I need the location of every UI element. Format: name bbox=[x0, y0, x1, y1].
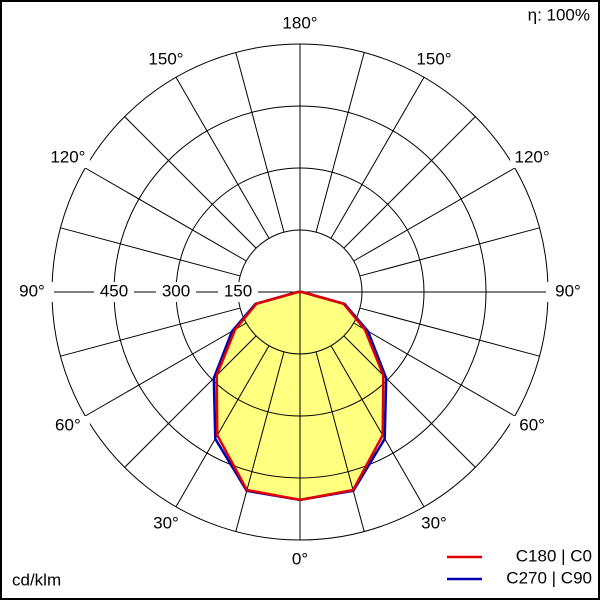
efficiency: η: 100% bbox=[528, 5, 590, 24]
legend-label: C180 | C0 bbox=[516, 546, 592, 565]
spoke bbox=[359, 307, 540, 357]
spoke bbox=[175, 76, 270, 239]
unit-label: cd/klm bbox=[12, 570, 61, 589]
spoke bbox=[124, 335, 257, 468]
angle-label: 120° bbox=[50, 147, 85, 166]
spoke bbox=[315, 351, 365, 532]
spoke bbox=[330, 76, 425, 239]
r-tick-label: 150 bbox=[224, 281, 252, 300]
angle-label-bg bbox=[278, 550, 322, 570]
spoke bbox=[359, 227, 540, 277]
r-tick-label: 300 bbox=[162, 281, 190, 300]
spoke bbox=[343, 335, 476, 468]
angle-label: 30° bbox=[153, 514, 179, 533]
tick-label-bg bbox=[94, 282, 134, 302]
r-tick-label: 450 bbox=[100, 281, 128, 300]
angle-label-bg bbox=[278, 14, 322, 34]
spoke bbox=[330, 345, 425, 508]
legend-label: C270 | C90 bbox=[506, 568, 592, 587]
spoke bbox=[60, 227, 241, 277]
angle-label-bg bbox=[510, 416, 555, 436]
spoke bbox=[60, 307, 241, 357]
angle-label-bg bbox=[546, 282, 590, 302]
series-line bbox=[299, 290, 385, 502]
angle-label-bg bbox=[412, 49, 456, 70]
tick-label-bg bbox=[218, 282, 258, 302]
angle-label-bg bbox=[10, 282, 54, 302]
area bbox=[300, 292, 384, 500]
angle-label-bg bbox=[510, 148, 555, 168]
spoke bbox=[84, 167, 247, 262]
spoke bbox=[175, 345, 270, 508]
angle-label: 60° bbox=[55, 415, 81, 434]
spoke bbox=[235, 351, 285, 532]
spoke bbox=[343, 116, 476, 249]
area bbox=[216, 292, 300, 500]
spoke bbox=[353, 167, 516, 262]
angle-label-bg bbox=[45, 416, 90, 436]
angle-label: 30° bbox=[421, 514, 447, 533]
spoke bbox=[353, 322, 516, 417]
angle-label-bg bbox=[144, 49, 188, 70]
angle-label: 180° bbox=[282, 13, 317, 32]
tick-label-bg bbox=[156, 282, 196, 302]
spoke bbox=[235, 52, 285, 233]
angle-label: 120° bbox=[515, 147, 550, 166]
angle-label: 150° bbox=[416, 49, 451, 68]
angle-label-bg bbox=[412, 514, 456, 535]
angle-label: 90° bbox=[19, 281, 45, 300]
angle-label-bg bbox=[144, 514, 188, 535]
angle-label: 90° bbox=[555, 281, 581, 300]
spoke bbox=[315, 52, 365, 233]
angle-label: 150° bbox=[148, 49, 183, 68]
angle-label-bg bbox=[45, 148, 90, 168]
spoke bbox=[124, 116, 257, 249]
angle-label: 0° bbox=[292, 549, 308, 568]
series-line bbox=[215, 290, 301, 502]
spoke bbox=[84, 322, 247, 417]
angle-label: 60° bbox=[519, 415, 545, 434]
